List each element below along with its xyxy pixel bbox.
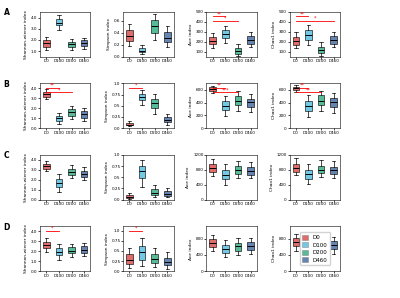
Y-axis label: Simpson index: Simpson index (104, 161, 108, 193)
PathPatch shape (43, 242, 50, 248)
Y-axis label: Shannon-wiener index: Shannon-wiener index (24, 10, 28, 59)
PathPatch shape (235, 48, 241, 54)
PathPatch shape (164, 32, 170, 42)
Y-axis label: Ace index: Ace index (186, 167, 190, 188)
PathPatch shape (247, 242, 254, 250)
PathPatch shape (305, 30, 312, 40)
Y-axis label: Chao1 index: Chao1 index (272, 235, 276, 263)
PathPatch shape (43, 164, 50, 169)
PathPatch shape (139, 246, 145, 260)
PathPatch shape (330, 98, 337, 107)
Y-axis label: Chao1 index: Chao1 index (272, 92, 276, 119)
PathPatch shape (68, 41, 75, 47)
PathPatch shape (81, 171, 87, 177)
Text: *: * (58, 87, 60, 92)
PathPatch shape (68, 169, 75, 175)
PathPatch shape (235, 243, 241, 251)
Text: **: ** (300, 11, 305, 16)
Text: *: * (51, 226, 54, 231)
PathPatch shape (293, 164, 299, 172)
Y-axis label: Chao1 index: Chao1 index (272, 21, 276, 48)
PathPatch shape (318, 47, 324, 53)
PathPatch shape (305, 170, 312, 179)
PathPatch shape (210, 87, 216, 91)
PathPatch shape (56, 19, 62, 25)
Text: **: ** (300, 83, 305, 88)
Text: ***: *** (222, 87, 229, 92)
PathPatch shape (293, 238, 299, 246)
Legend: D0, D100, D200, D460: D0, D100, D200, D460 (300, 232, 330, 266)
PathPatch shape (152, 99, 158, 108)
PathPatch shape (56, 248, 62, 255)
Text: *: * (134, 226, 137, 231)
PathPatch shape (305, 244, 312, 252)
PathPatch shape (139, 94, 145, 100)
PathPatch shape (222, 245, 228, 253)
PathPatch shape (222, 30, 228, 38)
PathPatch shape (247, 36, 254, 44)
PathPatch shape (68, 109, 75, 116)
PathPatch shape (126, 30, 133, 41)
PathPatch shape (247, 99, 254, 107)
Y-axis label: Simpson index: Simpson index (104, 233, 108, 265)
PathPatch shape (305, 100, 312, 111)
Text: A: A (4, 8, 10, 17)
PathPatch shape (56, 179, 62, 187)
Text: **: ** (216, 11, 222, 16)
PathPatch shape (222, 170, 228, 179)
PathPatch shape (318, 95, 324, 105)
PathPatch shape (293, 37, 299, 45)
Text: *: * (224, 15, 226, 21)
Text: D: D (4, 223, 10, 232)
Y-axis label: Shannon-wiener index: Shannon-wiener index (24, 224, 28, 273)
PathPatch shape (126, 123, 133, 125)
PathPatch shape (43, 92, 50, 97)
PathPatch shape (210, 164, 216, 172)
Y-axis label: Ace index: Ace index (189, 24, 193, 45)
PathPatch shape (139, 48, 145, 52)
Y-axis label: Shannon-wiener index: Shannon-wiener index (24, 153, 28, 202)
PathPatch shape (235, 96, 241, 105)
PathPatch shape (293, 87, 299, 90)
Y-axis label: Shannon-wiener index: Shannon-wiener index (24, 81, 28, 130)
PathPatch shape (164, 191, 170, 196)
PathPatch shape (139, 166, 145, 178)
PathPatch shape (56, 116, 62, 121)
PathPatch shape (210, 37, 216, 44)
PathPatch shape (164, 117, 170, 122)
PathPatch shape (330, 167, 337, 174)
PathPatch shape (318, 166, 324, 173)
Text: **: ** (50, 83, 55, 88)
Text: *: * (314, 15, 316, 21)
Text: B: B (4, 80, 10, 89)
Text: **: ** (306, 87, 311, 92)
PathPatch shape (81, 246, 87, 252)
Text: *: * (134, 83, 137, 88)
PathPatch shape (222, 101, 228, 110)
PathPatch shape (247, 167, 254, 175)
Text: C: C (4, 151, 9, 160)
PathPatch shape (152, 190, 158, 195)
PathPatch shape (126, 195, 133, 198)
PathPatch shape (126, 254, 133, 264)
PathPatch shape (235, 166, 241, 174)
Y-axis label: Simpson index: Simpson index (107, 18, 111, 50)
PathPatch shape (330, 241, 337, 249)
Y-axis label: Simpson index: Simpson index (104, 90, 108, 122)
PathPatch shape (318, 242, 324, 250)
PathPatch shape (68, 247, 75, 254)
PathPatch shape (81, 111, 87, 118)
Y-axis label: Ace index: Ace index (189, 95, 193, 117)
PathPatch shape (330, 36, 337, 44)
Text: **: ** (216, 83, 222, 88)
PathPatch shape (81, 41, 87, 46)
Y-axis label: Ace index: Ace index (189, 238, 193, 260)
PathPatch shape (210, 239, 216, 247)
Y-axis label: Chao1 index: Chao1 index (270, 164, 274, 191)
PathPatch shape (152, 254, 158, 263)
PathPatch shape (43, 40, 50, 46)
PathPatch shape (164, 258, 170, 266)
PathPatch shape (152, 20, 158, 33)
